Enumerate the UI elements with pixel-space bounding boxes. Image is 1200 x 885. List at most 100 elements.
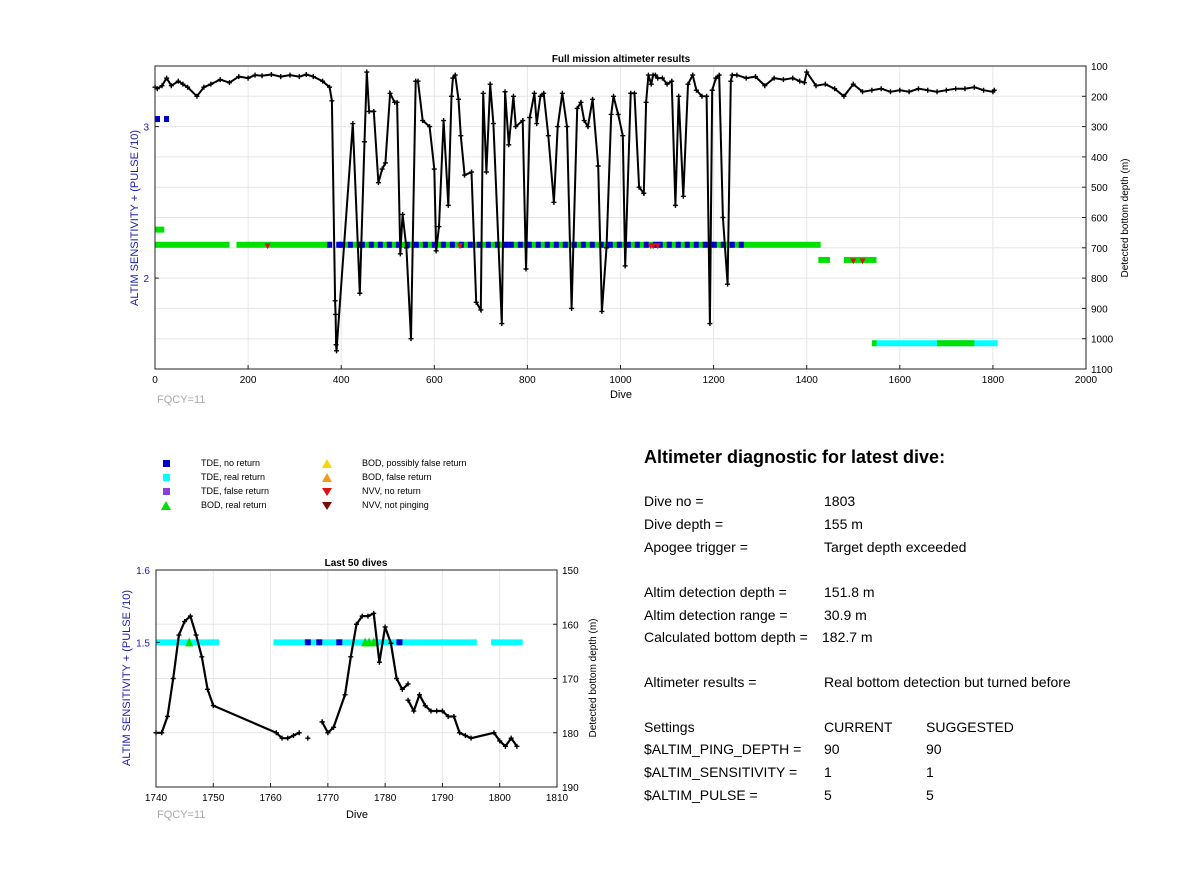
depth-point bbox=[449, 93, 455, 99]
depth-point bbox=[483, 169, 489, 175]
depth-series bbox=[153, 613, 302, 741]
depth-point bbox=[510, 93, 516, 99]
depth-point bbox=[636, 184, 642, 190]
depth-point bbox=[478, 307, 484, 313]
depth-point bbox=[564, 124, 570, 130]
depth-point bbox=[185, 84, 191, 90]
depth-point bbox=[415, 78, 421, 84]
bottom-plot-area bbox=[153, 610, 523, 749]
x-tick-label: 800 bbox=[519, 375, 536, 386]
dive-no-label: Dive no = bbox=[644, 493, 704, 509]
depth-point bbox=[427, 124, 433, 130]
depth-point bbox=[822, 81, 828, 87]
depth-point bbox=[925, 87, 931, 93]
bottom-ylabel-left: ALTIM SENSITIVITY + (PULSE /10) bbox=[121, 590, 133, 766]
legend-marker bbox=[322, 488, 332, 496]
dive-depth-label: Dive depth = bbox=[644, 516, 723, 532]
nvv-no-return-mark bbox=[654, 243, 661, 250]
y-right-tick-label: 1000 bbox=[1091, 335, 1114, 346]
tde-no-return-mark bbox=[359, 241, 365, 248]
depth-point bbox=[534, 121, 540, 127]
results-row: Altimeter results = Real bottom detectio… bbox=[644, 673, 1164, 691]
depth-point bbox=[643, 99, 649, 105]
legend-triangle-up bbox=[161, 501, 171, 510]
x-tick-label: 1750 bbox=[202, 793, 225, 804]
depth-point bbox=[194, 93, 200, 99]
legend-label: TDE, no return bbox=[201, 458, 261, 468]
tde-no-return-mark bbox=[508, 241, 514, 248]
top-chart: Full mission altimeter results 0 200 400 60… bbox=[129, 54, 1131, 406]
tde-no-return-mark bbox=[526, 241, 532, 248]
tde-no-return-mark bbox=[316, 639, 323, 646]
depth-point bbox=[743, 75, 749, 81]
depth-point bbox=[199, 654, 205, 660]
nvv-no-return-mark bbox=[456, 243, 463, 250]
tde-no-return-mark bbox=[535, 241, 541, 248]
depth-point bbox=[187, 613, 193, 619]
tde-no-return-mark bbox=[386, 241, 392, 248]
depth-point bbox=[545, 133, 551, 139]
depth-point bbox=[364, 69, 370, 75]
results-value: Real bottom detection but turned before bbox=[824, 674, 1071, 690]
calc-bottom-value: 182.7 m bbox=[822, 629, 873, 645]
depth-point bbox=[403, 245, 409, 251]
depth-point bbox=[915, 86, 921, 92]
depth-point bbox=[962, 86, 968, 92]
depth-point bbox=[182, 619, 188, 625]
tde-no-return-mark bbox=[377, 241, 383, 248]
bottom-xlabel: Dive bbox=[346, 809, 368, 821]
apogee-row: Apogee trigger = Target depth exceeded bbox=[644, 538, 1164, 556]
depth-point bbox=[159, 730, 165, 736]
dive-no-value: 1803 bbox=[824, 493, 856, 509]
depth-point bbox=[897, 87, 903, 93]
depth-point bbox=[445, 202, 451, 208]
depth-point bbox=[608, 111, 614, 117]
depth-point bbox=[285, 735, 291, 741]
depth-point bbox=[690, 72, 696, 78]
depth-point bbox=[371, 108, 377, 114]
tde-no-return-mark bbox=[607, 241, 613, 248]
top-chart-title: Full mission altimeter results bbox=[552, 54, 691, 65]
depth-point bbox=[365, 613, 371, 619]
tde-no-return-mark bbox=[396, 639, 403, 646]
depth-point bbox=[399, 686, 405, 692]
diagnostic-panel: Altimeter diagnostic for latest dive: Di… bbox=[644, 440, 1164, 820]
depth-point bbox=[971, 84, 977, 90]
depth-point bbox=[305, 735, 311, 741]
legend-label: BOD, possibly false return bbox=[362, 458, 467, 468]
legend-marker bbox=[161, 501, 171, 510]
x-tick-label: 1400 bbox=[796, 375, 819, 386]
depth-point bbox=[648, 81, 654, 87]
depth-point bbox=[452, 72, 458, 78]
depth-point bbox=[332, 298, 338, 304]
depth-point bbox=[428, 708, 434, 714]
tde-no-return-mark bbox=[395, 241, 401, 248]
depth-point bbox=[411, 708, 417, 714]
y-right-tick-label: 190 bbox=[562, 783, 579, 794]
depth-point bbox=[804, 69, 810, 75]
depth-point bbox=[357, 290, 363, 296]
top-xlabel: Dive bbox=[610, 389, 632, 401]
calc-bottom-row: Calculated bottom depth = 182.7 m bbox=[644, 628, 1164, 646]
depth-point bbox=[574, 105, 580, 111]
legend-marker bbox=[163, 460, 170, 467]
tde-no-return-mark bbox=[729, 241, 735, 248]
depth-point bbox=[245, 75, 251, 81]
depth-point bbox=[611, 93, 617, 99]
y-right-tick-label: 170 bbox=[562, 675, 579, 686]
depth-point bbox=[502, 89, 508, 95]
depth-point bbox=[433, 248, 439, 254]
depth-point bbox=[354, 621, 359, 627]
depth-point bbox=[469, 169, 475, 175]
tde-no-return-mark bbox=[675, 241, 681, 248]
bod-real-return-band bbox=[338, 241, 821, 248]
top-ylabel-right: Detected bottom depth (m) bbox=[1120, 159, 1131, 278]
setting-name: $ALTIM_PING_DEPTH = bbox=[644, 741, 802, 757]
depth-point bbox=[669, 78, 675, 84]
depth-point bbox=[762, 83, 768, 89]
y-right-tick-label: 900 bbox=[1091, 304, 1108, 315]
depth-point bbox=[953, 86, 959, 92]
depth-point bbox=[268, 71, 274, 77]
tde-no-return-mark bbox=[517, 241, 523, 248]
tde-no-return-mark bbox=[711, 241, 717, 248]
